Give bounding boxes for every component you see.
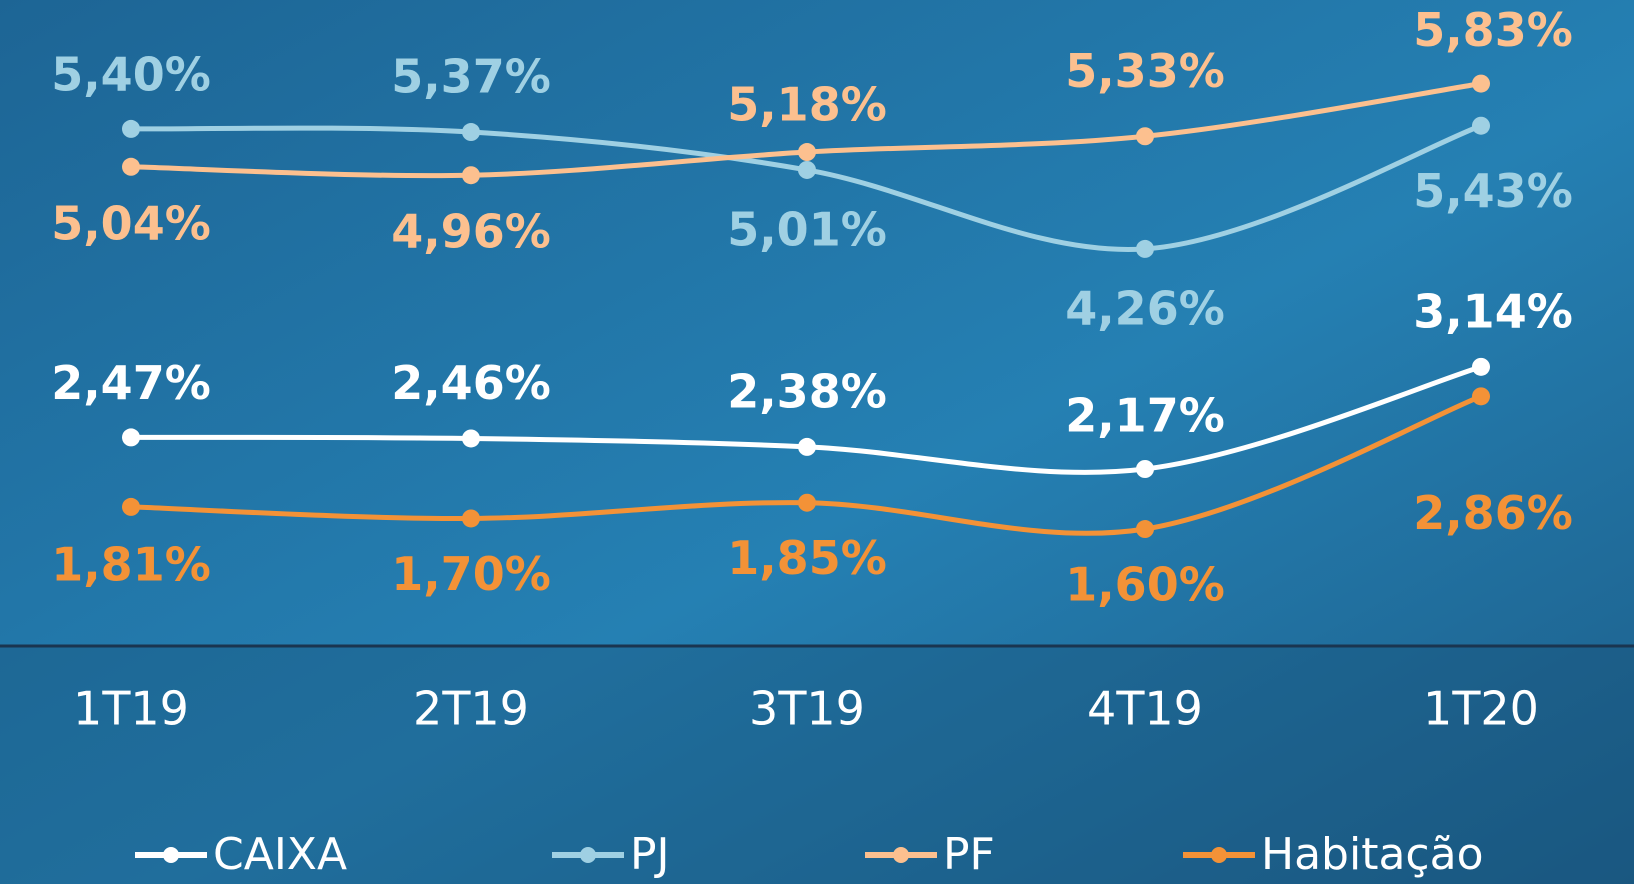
data-label: 2,38% (727, 364, 887, 418)
x-tick-label: 3T19 (749, 682, 865, 736)
x-tick-label: 4T19 (1087, 682, 1203, 736)
data-label: 5,37% (391, 50, 551, 104)
legend-marker (1211, 847, 1227, 863)
x-tick-label: 1T19 (73, 682, 189, 736)
data-label: 5,83% (1413, 3, 1573, 57)
point (1136, 520, 1154, 539)
point (462, 429, 480, 448)
point (1136, 459, 1154, 478)
data-label: 5,40% (51, 47, 211, 101)
point (122, 428, 140, 447)
point (122, 497, 140, 516)
data-label: 3,14% (1413, 284, 1573, 338)
point (462, 166, 480, 185)
point (1472, 357, 1490, 376)
point (1472, 116, 1490, 135)
legend-label: CAIXA (213, 829, 347, 880)
point (122, 157, 140, 176)
point (1136, 239, 1154, 258)
data-label: 5,33% (1065, 44, 1225, 98)
data-label: 2,86% (1413, 486, 1573, 540)
point (122, 119, 140, 138)
data-label: 1,70% (391, 547, 551, 601)
data-label: 1,85% (727, 531, 887, 585)
data-label: 5,01% (727, 202, 887, 256)
data-label: 4,96% (391, 205, 551, 259)
point (798, 493, 816, 512)
legend-label: PJ (630, 829, 670, 880)
legend-marker (580, 847, 596, 863)
axis-band (0, 646, 1634, 884)
point (462, 123, 480, 142)
point (462, 509, 480, 528)
legend-label: PF (943, 829, 995, 880)
data-label: 2,17% (1065, 388, 1225, 442)
data-label: 1,60% (1065, 558, 1225, 612)
legend-marker (163, 847, 179, 863)
x-tick-label: 1T20 (1423, 682, 1539, 736)
x-tick-label: 2T19 (413, 682, 529, 736)
data-label: 2,47% (51, 356, 211, 410)
data-label: 5,43% (1413, 164, 1573, 218)
point (798, 143, 816, 162)
point (1472, 387, 1490, 406)
legend-label: Habitação (1261, 829, 1484, 880)
point (798, 160, 816, 179)
point (1136, 127, 1154, 146)
data-label: 1,81% (51, 537, 211, 591)
data-label: 2,46% (391, 356, 551, 410)
legend-marker (893, 847, 909, 863)
data-label: 5,04% (51, 196, 211, 250)
data-label: 5,18% (727, 78, 887, 132)
data-label: 4,26% (1065, 281, 1225, 335)
point (1472, 74, 1490, 93)
point (798, 437, 816, 456)
